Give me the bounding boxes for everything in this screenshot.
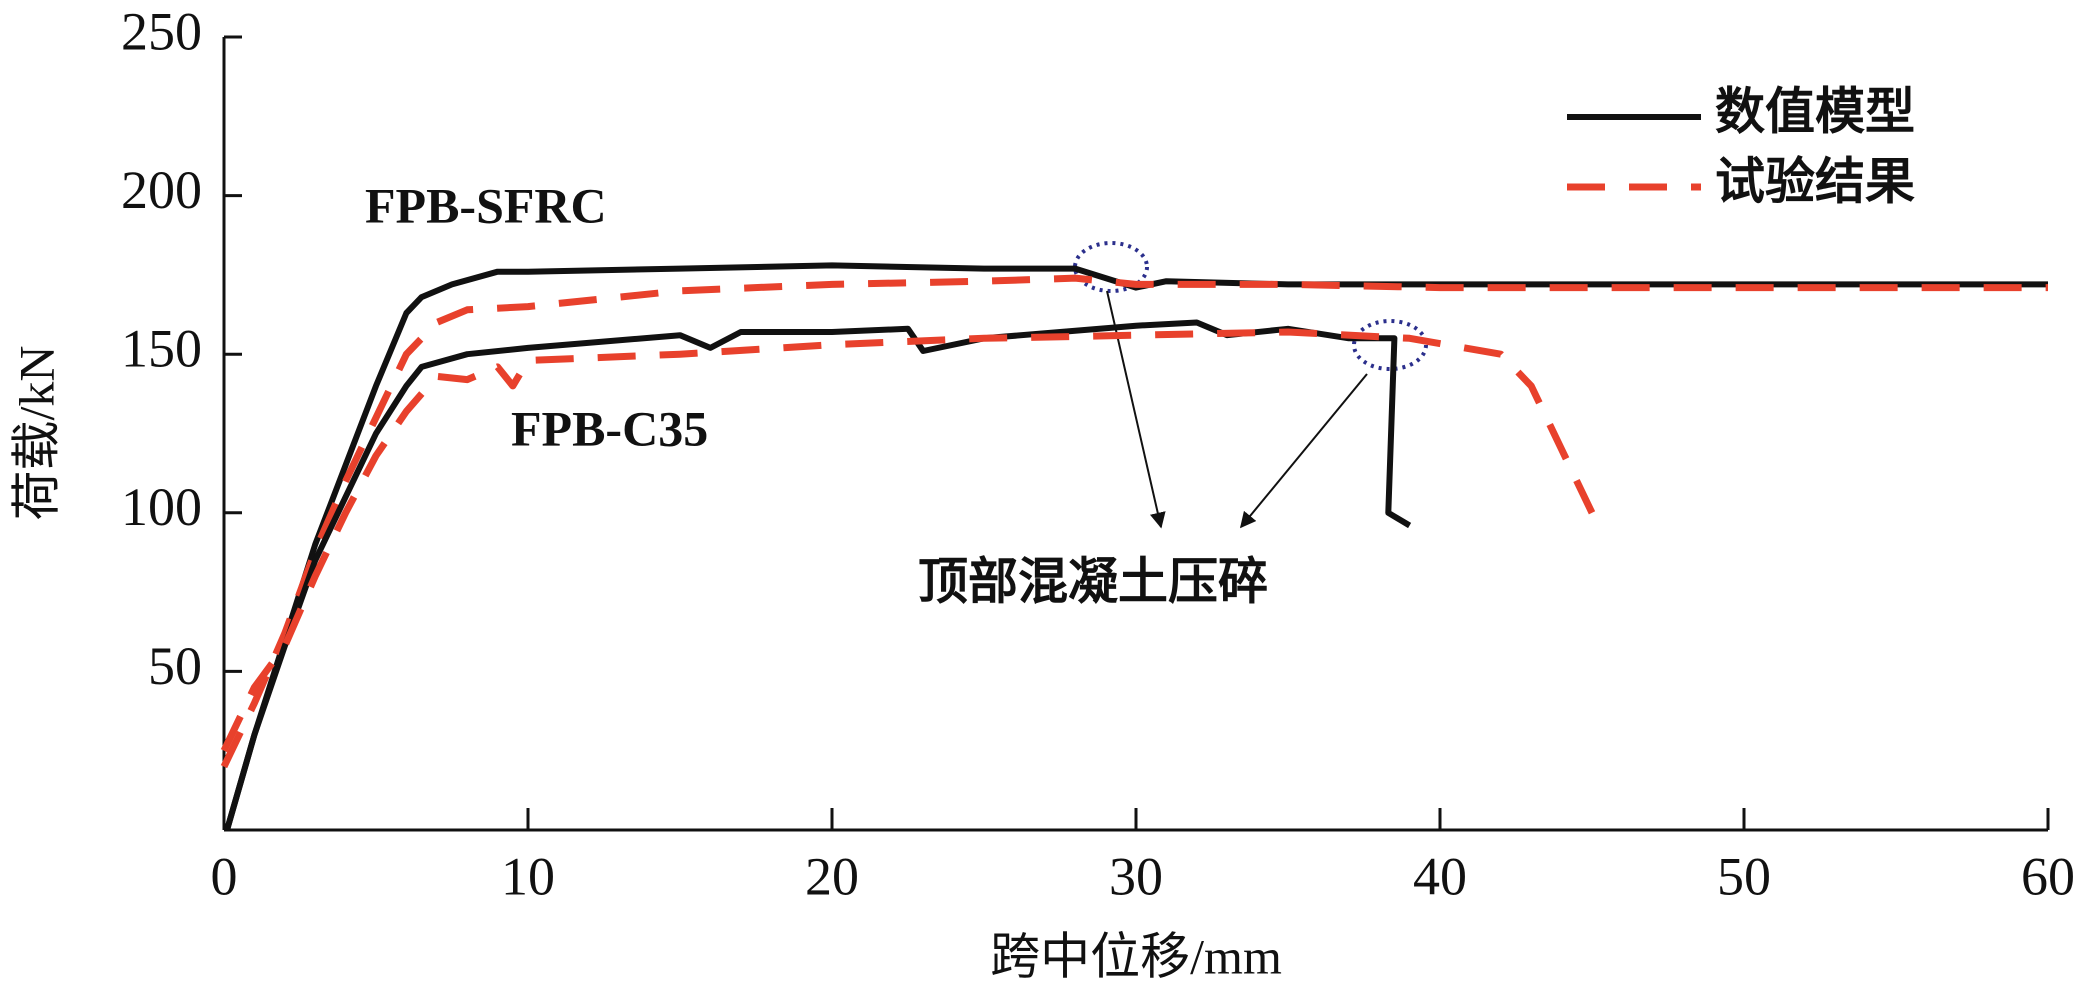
y-tick-label: 200 xyxy=(121,160,202,220)
x-tick-label: 10 xyxy=(501,846,555,906)
y-tick-label: 250 xyxy=(121,1,202,61)
x-tick-label: 60 xyxy=(2021,846,2075,906)
legend-label: 数值模型 xyxy=(1715,83,1915,139)
x-tick-label: 50 xyxy=(1717,846,1771,906)
highlight-circle xyxy=(1352,319,1428,371)
x-axis-label: 跨中位移/mm xyxy=(990,928,1282,984)
annotation: FPB-C35 xyxy=(511,400,708,456)
legend-label: 试验结果 xyxy=(1715,153,1915,209)
y-tick-label: 150 xyxy=(121,319,202,379)
series-line xyxy=(224,262,2048,831)
series-line xyxy=(220,274,2048,769)
annotation: 顶部混凝土压碎 xyxy=(918,553,1268,609)
highlight-circle xyxy=(1073,241,1149,293)
x-tick-label: 20 xyxy=(805,846,859,906)
y-tick-label: 100 xyxy=(121,477,202,537)
annotation: FPB-SFRC xyxy=(365,177,607,233)
x-tick-label: 40 xyxy=(1413,846,1467,906)
y-axis-label: 荷载/kN xyxy=(8,346,64,521)
x-tick-label: 30 xyxy=(1109,846,1163,906)
arrow xyxy=(1239,373,1368,529)
x-tick-label: 0 xyxy=(211,846,238,906)
series-line xyxy=(220,328,1596,753)
y-tick-label: 50 xyxy=(148,636,202,696)
